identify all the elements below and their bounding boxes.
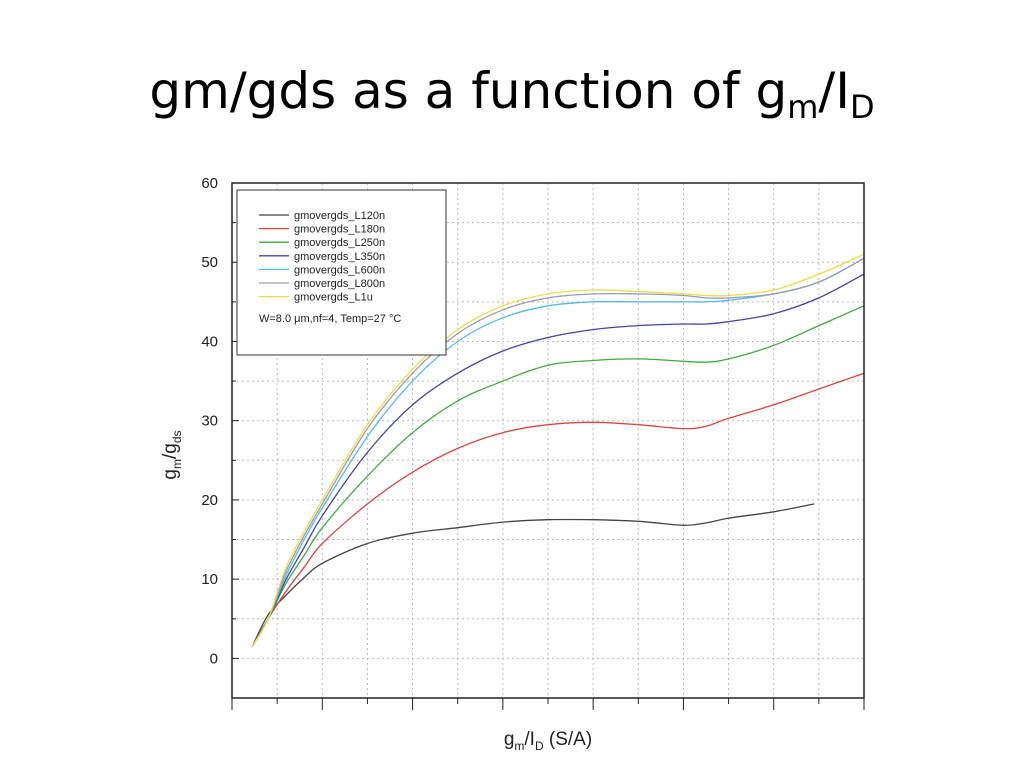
legend-entry: gmovergds_L600n <box>294 264 385 276</box>
title-sub-m: m <box>787 88 819 126</box>
x-label-main: g <box>504 729 515 750</box>
legend-entry: gmovergds_L1u <box>294 292 373 304</box>
y-tick-label: 20 <box>201 492 218 509</box>
title-sub-d: D <box>849 88 875 126</box>
y-tick-labels: 0 10 20 30 40 50 60 <box>201 175 218 667</box>
legend: gmovergds_L120ngmovergds_L180ngmovergds_… <box>236 189 447 356</box>
y-tick-label: 10 <box>201 571 218 588</box>
series-line-gmovergds_L120n <box>251 503 815 647</box>
legend-box <box>236 189 447 356</box>
series-line-gmovergds_L600n <box>251 257 865 647</box>
legend-entry: gmovergds_L250n <box>294 237 385 249</box>
slide-title: gm/gds as a function of gm/ID <box>0 62 1024 126</box>
title-slash: /I <box>818 62 850 120</box>
y-label-sub2: ds <box>170 430 184 443</box>
series-line-gmovergds_L350n <box>251 273 865 647</box>
x-axis-label: gm/ID (S/A) <box>504 729 592 753</box>
legend-entry: gmovergds_L120n <box>294 210 385 222</box>
legend-entry: gmovergds_L180n <box>294 224 385 236</box>
y-label-main: g <box>160 469 181 480</box>
series-line-gmovergds_L800n <box>251 257 865 647</box>
title-main: gm/gds as a function of g <box>149 62 788 120</box>
y-axis-label: gm/gds <box>160 430 184 479</box>
y-label-sub1: m <box>170 459 184 469</box>
y-tick-label: 30 <box>201 413 218 430</box>
y-tick-label: 0 <box>210 650 218 667</box>
legend-note: W=8.0 μm,nf=4, Temp=27 °C <box>259 313 401 325</box>
legend-entry: gmovergds_L350n <box>294 251 385 263</box>
series-layer <box>251 253 865 647</box>
y-tick-label: 60 <box>201 175 218 192</box>
axis-ticks <box>231 182 865 710</box>
x-label-mid: /I <box>524 729 535 750</box>
series-line-gmovergds_L250n <box>251 305 865 647</box>
y-label-mid: /g <box>160 443 181 459</box>
y-tick-label: 50 <box>201 254 218 271</box>
y-tick-label: 40 <box>201 333 218 350</box>
series-line-gmovergds_L1u <box>251 253 865 647</box>
legend-entry: gmovergds_L800n <box>294 278 385 290</box>
series-line-gmovergds_L180n <box>251 372 865 647</box>
x-label-unit: (S/A) <box>544 729 593 750</box>
x-label-sub1: m <box>514 739 524 753</box>
x-label-sub2: D <box>535 739 544 753</box>
